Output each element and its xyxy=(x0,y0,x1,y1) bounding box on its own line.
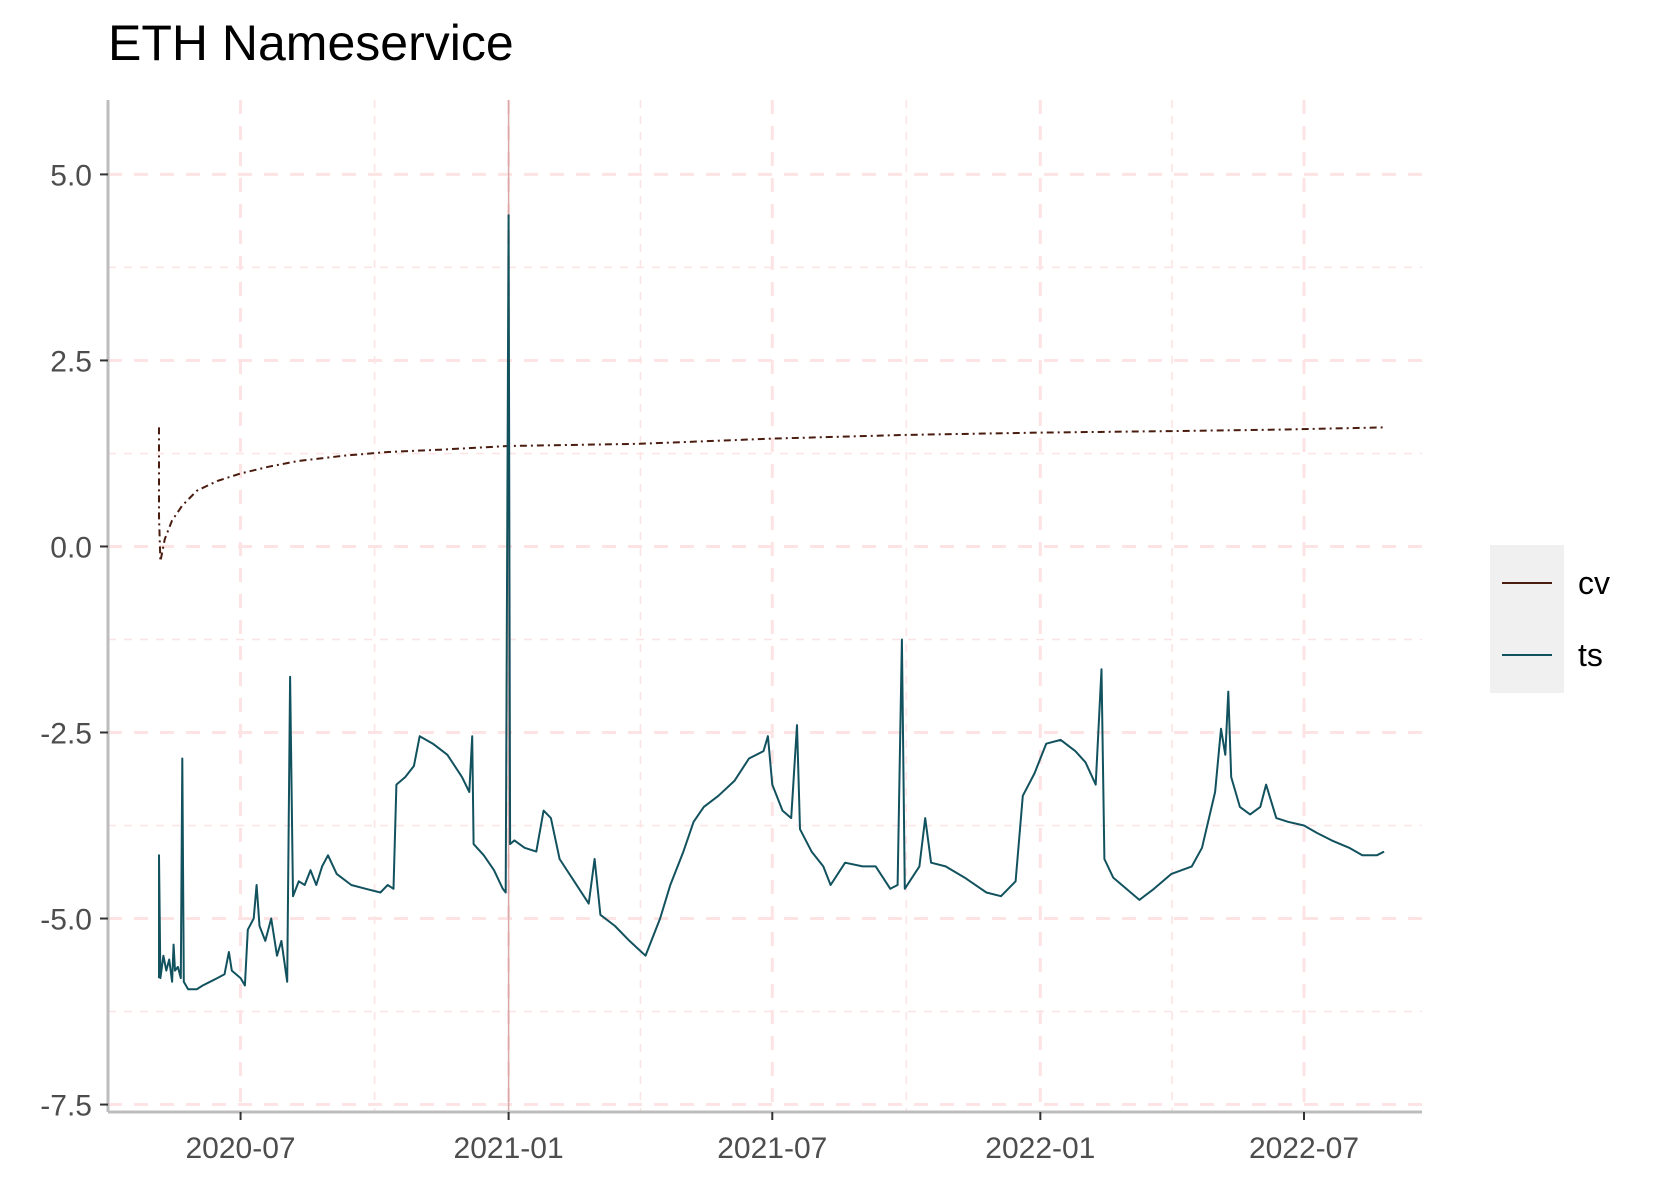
y-tick-label: -7.5 xyxy=(40,1090,92,1123)
series-line-cv xyxy=(158,426,1385,563)
y-tick-label: 0.0 xyxy=(50,531,92,564)
y-tick-label: -5.0 xyxy=(40,904,92,937)
legend-key-background xyxy=(1490,545,1564,693)
legend: cv ts xyxy=(1490,545,1610,693)
legend-label-ts: ts xyxy=(1578,637,1603,673)
grid-layer xyxy=(108,100,1422,1112)
y-tick-label: 5.0 xyxy=(50,159,92,192)
x-tick-label: 2021-01 xyxy=(454,1132,564,1165)
series-line-ts xyxy=(158,214,1385,991)
x-tick-label: 2020-07 xyxy=(186,1132,296,1165)
axis-layer: 5.0 2.5 0.0 -2.5 -5.0 -7.5 2020-07 2021-01 2021-… xyxy=(40,100,1422,1165)
series-layer xyxy=(158,214,1385,991)
x-tick-label: 2022-01 xyxy=(985,1132,1095,1165)
y-tick-label: 2.5 xyxy=(50,345,92,378)
legend-label-cv: cv xyxy=(1578,565,1610,601)
x-tick-label: 2021-07 xyxy=(717,1132,827,1165)
x-tick-label: 2022-07 xyxy=(1249,1132,1359,1165)
y-tick-label: -2.5 xyxy=(40,718,92,751)
chart-title: ETH Nameservice xyxy=(108,15,514,71)
